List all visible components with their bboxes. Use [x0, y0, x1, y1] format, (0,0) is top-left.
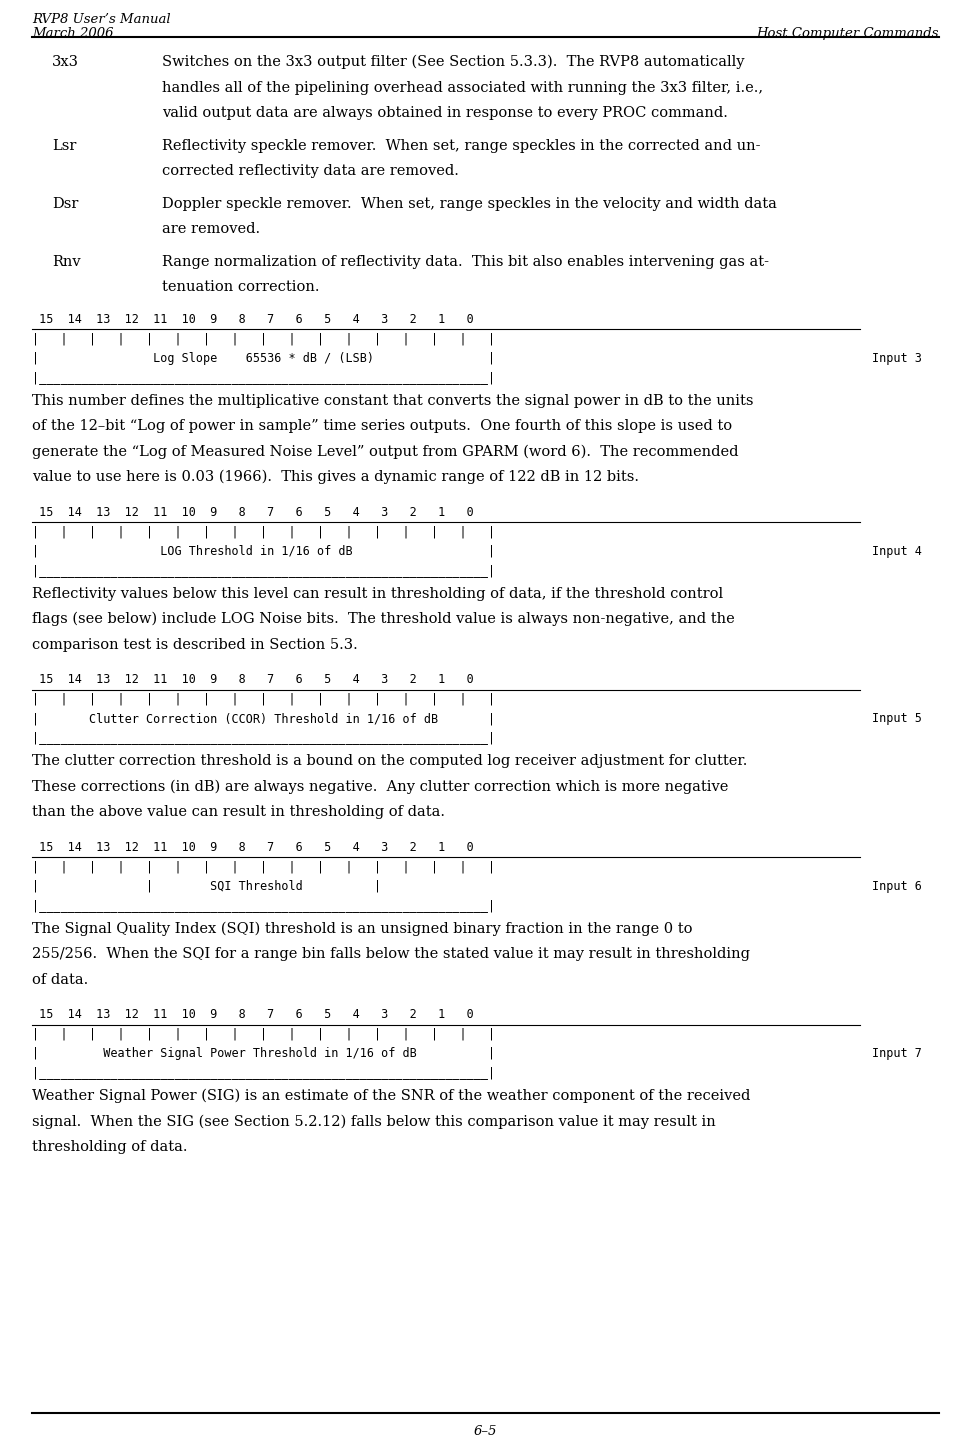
Text: Rnv: Rnv — [52, 255, 81, 269]
Text: Doppler speckle remover.  When set, range speckles in the velocity and width dat: Doppler speckle remover. When set, range… — [162, 196, 777, 211]
Text: The Signal Quality Index (SQI) threshold is an unsigned binary fraction in the r: The Signal Quality Index (SQI) threshold… — [32, 921, 692, 936]
Text: |                Log Slope    65536 * dB / (LSB)                |: | Log Slope 65536 * dB / (LSB) | — [32, 352, 495, 365]
Text: flags (see below) include LOG Noise bits.  The threshold value is always non-neg: flags (see below) include LOG Noise bits… — [32, 613, 735, 627]
Text: Range normalization of reflectivity data.  This bit also enables intervening gas: Range normalization of reflectivity data… — [162, 255, 769, 269]
Text: Host Computer Commands: Host Computer Commands — [756, 28, 939, 39]
Text: |                 LOG Threshold in 1/16 of dB                   |: | LOG Threshold in 1/16 of dB | — [32, 544, 495, 557]
Text: 15  14  13  12  11  10  9   8   7   6   5   4   3   2   1   0: 15 14 13 12 11 10 9 8 7 6 5 4 3 2 1 0 — [32, 505, 474, 518]
Text: Input 3: Input 3 — [872, 352, 921, 365]
Text: of data.: of data. — [32, 972, 88, 986]
Text: |_______________________________________________________________|: |_______________________________________… — [32, 732, 495, 745]
Text: value to use here is 0.03 (1966).  This gives a dynamic range of 122 dB in 12 bi: value to use here is 0.03 (1966). This g… — [32, 470, 639, 485]
Text: tenuation correction.: tenuation correction. — [162, 279, 319, 294]
Text: March 2006: March 2006 — [32, 28, 114, 39]
Text: These corrections (in dB) are always negative.  Any clutter correction which is : These corrections (in dB) are always neg… — [32, 780, 728, 794]
Text: generate the “Log of Measured Noise Level” output from GPARM (word 6).  The reco: generate the “Log of Measured Noise Leve… — [32, 444, 739, 458]
Text: signal.  When the SIG (see Section 5.2.12) falls below this comparison value it : signal. When the SIG (see Section 5.2.12… — [32, 1115, 716, 1129]
Text: than the above value can result in thresholding of data.: than the above value can result in thres… — [32, 805, 445, 819]
Text: Input 6: Input 6 — [872, 879, 921, 892]
Text: 15  14  13  12  11  10  9   8   7   6   5   4   3   2   1   0: 15 14 13 12 11 10 9 8 7 6 5 4 3 2 1 0 — [32, 841, 474, 854]
Text: Switches on the 3x3 output filter (See Section 5.3.3).  The RVP8 automatically: Switches on the 3x3 output filter (See S… — [162, 55, 745, 70]
Text: thresholding of data.: thresholding of data. — [32, 1141, 187, 1154]
Text: |   |   |   |   |   |   |   |   |   |   |   |   |   |   |   |   |: | | | | | | | | | | | | | | | | | — [32, 332, 495, 345]
Text: 255/256.  When the SQI for a range bin falls below the stated value it may resul: 255/256. When the SQI for a range bin fa… — [32, 947, 750, 960]
Text: comparison test is described in Section 5.3.: comparison test is described in Section … — [32, 637, 357, 652]
Text: of the 12–bit “Log of power in sample” time series outputs.  One fourth of this : of the 12–bit “Log of power in sample” t… — [32, 419, 732, 434]
Text: are removed.: are removed. — [162, 223, 260, 236]
Text: valid output data are always obtained in response to every PROC command.: valid output data are always obtained in… — [162, 106, 728, 119]
Text: Input 7: Input 7 — [872, 1048, 921, 1061]
Text: The clutter correction threshold is a bound on the computed log receiver adjustm: The clutter correction threshold is a bo… — [32, 754, 748, 768]
Text: 15  14  13  12  11  10  9   8   7   6   5   4   3   2   1   0: 15 14 13 12 11 10 9 8 7 6 5 4 3 2 1 0 — [32, 674, 474, 685]
Text: |               |        SQI Threshold          |: | | SQI Threshold | — [32, 879, 382, 892]
Text: Lsr: Lsr — [52, 138, 77, 153]
Text: |   |   |   |   |   |   |   |   |   |   |   |   |   |   |   |   |: | | | | | | | | | | | | | | | | | — [32, 693, 495, 706]
Text: |         Weather Signal Power Threshold in 1/16 of dB          |: | Weather Signal Power Threshold in 1/16… — [32, 1048, 495, 1061]
Text: RVP8 User’s Manual: RVP8 User’s Manual — [32, 13, 171, 26]
Text: handles all of the pipelining overhead associated with running the 3x3 filter, i: handles all of the pipelining overhead a… — [162, 80, 763, 95]
Text: |   |   |   |   |   |   |   |   |   |   |   |   |   |   |   |   |: | | | | | | | | | | | | | | | | | — [32, 1027, 495, 1040]
Text: Reflectivity speckle remover.  When set, range speckles in the corrected and un-: Reflectivity speckle remover. When set, … — [162, 138, 760, 153]
Text: corrected reflectivity data are removed.: corrected reflectivity data are removed. — [162, 164, 459, 178]
Text: 6–5: 6–5 — [474, 1424, 497, 1438]
Text: |_______________________________________________________________|: |_______________________________________… — [32, 371, 495, 384]
Text: 3x3: 3x3 — [52, 55, 79, 68]
Text: |_______________________________________________________________|: |_______________________________________… — [32, 899, 495, 912]
Text: Weather Signal Power (SIG) is an estimate of the SNR of the weather component of: Weather Signal Power (SIG) is an estimat… — [32, 1088, 751, 1103]
Text: |_______________________________________________________________|: |_______________________________________… — [32, 565, 495, 578]
Text: 15  14  13  12  11  10  9   8   7   6   5   4   3   2   1   0: 15 14 13 12 11 10 9 8 7 6 5 4 3 2 1 0 — [32, 313, 474, 326]
Text: Input 5: Input 5 — [872, 711, 921, 725]
Text: This number defines the multiplicative constant that converts the signal power i: This number defines the multiplicative c… — [32, 393, 753, 407]
Text: |   |   |   |   |   |   |   |   |   |   |   |   |   |   |   |   |: | | | | | | | | | | | | | | | | | — [32, 525, 495, 538]
Text: |_______________________________________________________________|: |_______________________________________… — [32, 1067, 495, 1080]
Text: |   |   |   |   |   |   |   |   |   |   |   |   |   |   |   |   |: | | | | | | | | | | | | | | | | | — [32, 860, 495, 873]
Text: 15  14  13  12  11  10  9   8   7   6   5   4   3   2   1   0: 15 14 13 12 11 10 9 8 7 6 5 4 3 2 1 0 — [32, 1008, 474, 1021]
Text: |       Clutter Correction (CCOR) Threshold in 1/16 of dB       |: | Clutter Correction (CCOR) Threshold in… — [32, 711, 495, 725]
Text: Dsr: Dsr — [52, 196, 79, 211]
Text: Input 4: Input 4 — [872, 544, 921, 557]
Text: Reflectivity values below this level can result in thresholding of data, if the : Reflectivity values below this level can… — [32, 586, 723, 601]
